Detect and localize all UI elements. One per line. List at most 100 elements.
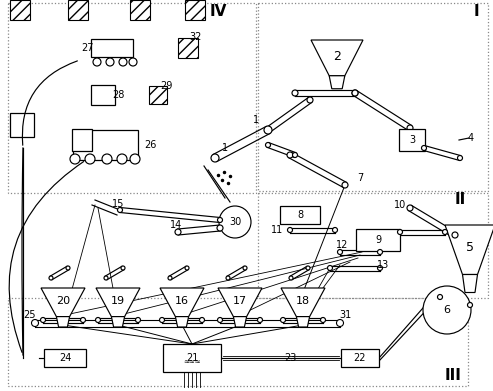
Text: 1: 1 [222,143,228,153]
Circle shape [397,230,402,235]
Text: III: III [445,368,461,382]
Circle shape [452,232,458,238]
Text: 1: 1 [253,115,259,125]
Circle shape [437,294,443,300]
Text: ≈≈≈: ≈≈≈ [183,359,201,365]
Circle shape [257,317,262,323]
Circle shape [337,319,344,326]
Text: 2: 2 [333,50,341,63]
Circle shape [467,303,472,307]
Circle shape [217,217,222,222]
Circle shape [200,317,205,323]
Polygon shape [445,225,493,274]
Polygon shape [111,317,125,327]
Text: 17: 17 [233,296,247,306]
Text: 5: 5 [466,241,474,254]
Text: 21: 21 [186,353,198,363]
Circle shape [443,230,448,235]
Text: 8: 8 [297,210,303,220]
Polygon shape [41,288,85,317]
FancyBboxPatch shape [91,85,115,105]
Circle shape [49,276,53,280]
Text: 9: 9 [375,235,381,245]
Circle shape [168,276,172,280]
FancyBboxPatch shape [399,129,425,151]
Circle shape [32,319,38,326]
Text: 23: 23 [284,353,296,363]
FancyBboxPatch shape [72,130,138,160]
Text: 6: 6 [444,305,451,315]
FancyBboxPatch shape [10,0,30,20]
Circle shape [104,276,108,280]
Circle shape [342,182,348,188]
Circle shape [130,154,140,164]
FancyBboxPatch shape [68,0,88,20]
FancyBboxPatch shape [163,344,221,372]
Text: 30: 30 [229,217,241,227]
Circle shape [266,142,271,147]
Circle shape [211,154,219,162]
Circle shape [70,154,80,164]
Circle shape [226,276,230,280]
Circle shape [292,152,297,158]
Text: 24: 24 [59,353,71,363]
Text: 27: 27 [82,43,94,53]
Circle shape [407,205,413,211]
Text: 18: 18 [296,296,310,306]
Circle shape [160,317,165,323]
Polygon shape [311,40,363,76]
FancyBboxPatch shape [91,39,133,57]
FancyBboxPatch shape [356,229,400,251]
Circle shape [217,225,223,231]
Circle shape [287,228,292,233]
Text: 32: 32 [190,32,202,42]
Circle shape [243,266,247,270]
FancyBboxPatch shape [10,113,34,137]
Circle shape [352,90,358,96]
Circle shape [423,286,471,334]
Text: I: I [473,5,479,20]
Text: 28: 28 [112,90,124,100]
FancyBboxPatch shape [341,349,379,367]
FancyBboxPatch shape [149,86,167,104]
FancyBboxPatch shape [72,129,92,151]
Circle shape [121,266,125,270]
Polygon shape [96,288,140,317]
Circle shape [102,154,112,164]
Text: 14: 14 [170,220,182,230]
Circle shape [117,208,122,212]
Circle shape [378,265,383,271]
Polygon shape [281,288,325,317]
Circle shape [458,156,462,160]
Circle shape [136,317,141,323]
Polygon shape [296,317,310,327]
Text: 7: 7 [357,173,363,183]
Circle shape [320,317,325,323]
Polygon shape [160,288,204,317]
Circle shape [80,317,85,323]
Polygon shape [218,288,262,317]
Circle shape [117,154,127,164]
Circle shape [378,249,383,255]
Circle shape [175,229,181,235]
Circle shape [327,265,332,271]
Circle shape [292,90,298,96]
Text: 20: 20 [56,296,70,306]
Text: 19: 19 [111,296,125,306]
FancyBboxPatch shape [178,38,198,58]
Circle shape [352,90,358,96]
Polygon shape [233,317,246,327]
Text: 22: 22 [354,353,366,363]
Circle shape [265,127,271,133]
Circle shape [66,266,70,270]
FancyBboxPatch shape [130,0,150,20]
Text: 31: 31 [339,310,351,320]
Text: 25: 25 [24,310,36,320]
Text: 10: 10 [394,200,406,210]
Text: 4: 4 [468,133,474,143]
Polygon shape [329,76,345,89]
FancyBboxPatch shape [44,349,86,367]
Text: 15: 15 [112,199,124,209]
Text: 12: 12 [336,240,348,250]
Circle shape [85,154,95,164]
